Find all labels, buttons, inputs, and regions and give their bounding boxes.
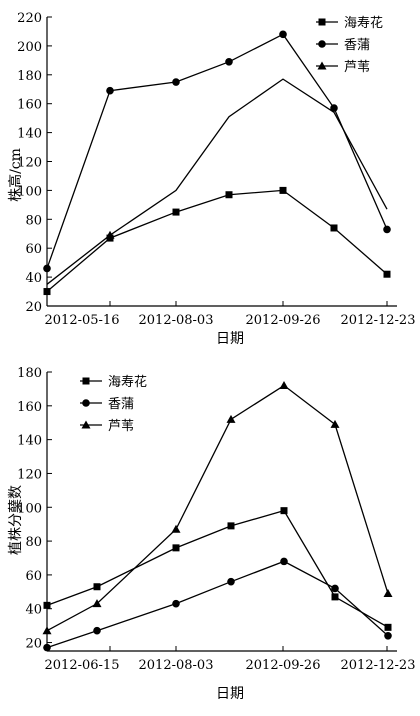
data-point (172, 208, 180, 216)
data-point (172, 78, 180, 86)
x-tick-label: 2012-08-03 (139, 658, 214, 673)
data-point (331, 584, 339, 593)
data-point (279, 381, 289, 390)
y-tick-label: 80 (25, 535, 42, 550)
data-point (279, 186, 287, 194)
data-point (330, 419, 340, 428)
data-point (384, 623, 392, 631)
data-point (227, 577, 235, 586)
x-tick-label: 2012-09-26 (246, 313, 321, 328)
data-point (43, 288, 51, 296)
x-tick-label: 2012-05-16 (45, 313, 120, 328)
y-tick-label: 20 (25, 637, 42, 652)
legend-marker (82, 377, 90, 385)
series-line-0 (46, 509, 389, 628)
legend-marker (318, 40, 326, 48)
y-tick-label: 140 (17, 434, 42, 449)
data-point (383, 589, 393, 598)
data-point (172, 544, 180, 552)
data-point (383, 270, 391, 278)
legend-label: 芦苇 (108, 419, 134, 434)
x-tick-label: 2012-06-15 (45, 658, 120, 673)
data-point (43, 601, 51, 609)
data-point (105, 230, 115, 239)
data-point (92, 599, 102, 608)
data-point (331, 593, 339, 601)
x-axis-title: 日期 (216, 331, 244, 347)
y-tick-label: 200 (17, 40, 42, 55)
data-point (227, 522, 235, 530)
y-tick-label: 80 (25, 213, 42, 228)
y-axis-title: 植株分蘖数 (8, 485, 24, 555)
data-point (42, 626, 52, 635)
series-line-0 (46, 189, 388, 293)
data-point (43, 264, 51, 273)
legend-marker (317, 61, 327, 70)
y-tick-label: 140 (17, 127, 42, 142)
y-tick-label: 20 (25, 300, 42, 315)
legend-label: 海寿花 (108, 374, 147, 390)
x-tick-label: 2012-09-26 (246, 658, 321, 673)
legend-marker (318, 18, 326, 26)
y-tick-label: 220 (17, 11, 42, 26)
x-tick-label: 2012-08-03 (139, 313, 214, 328)
x-axis-title: 日期 (216, 686, 244, 702)
data-point (225, 57, 233, 66)
data-point (226, 414, 236, 423)
y-tick-label: 60 (25, 569, 42, 584)
data-point (43, 643, 51, 652)
y-tick-label: 100 (17, 501, 42, 516)
plant-height-chart: 株高/cm 日期 20 40 60 80 100 120 140 160 180 200 220 20… (7, 11, 415, 347)
data-point (280, 507, 288, 515)
data-point (330, 224, 338, 232)
y-tick-label: 180 (17, 69, 42, 84)
data-point (383, 225, 391, 234)
legend-marker (81, 420, 91, 429)
y-tick-label: 180 (17, 366, 42, 381)
data-point (280, 557, 288, 566)
data-point (225, 191, 233, 199)
legend-label: 芦苇 (344, 60, 370, 75)
data-point (279, 30, 287, 39)
y-tick-label: 100 (17, 184, 42, 199)
data-point (384, 631, 392, 640)
y-tick-label: 60 (25, 242, 42, 257)
y-tick-label: 120 (17, 156, 42, 171)
legend-label: 海寿花 (344, 15, 383, 31)
legend-marker (82, 399, 90, 407)
data-point (171, 524, 181, 533)
data-point (93, 583, 101, 591)
y-tick-label: 40 (25, 271, 42, 286)
y-tick-label: 160 (17, 98, 42, 113)
tiller-count-chart: 植株分蘖数 日期 20 40 60 80 100 120 140 160 180 2012-06-… (8, 366, 415, 702)
data-point (93, 626, 101, 635)
y-axis-title: 株高/cm (7, 148, 24, 202)
data-point (106, 86, 114, 95)
legend-label: 香蒲 (344, 38, 370, 53)
x-tick-label: 2012-12-23 (341, 313, 416, 328)
data-point (330, 104, 338, 112)
series-line-1 (46, 33, 388, 269)
data-point (172, 599, 180, 608)
legend-label: 香蒲 (108, 397, 134, 412)
y-tick-label: 120 (17, 467, 42, 482)
x-tick-label: 2012-12-23 (341, 658, 416, 673)
y-tick-label: 40 (25, 603, 42, 618)
y-tick-label: 160 (17, 400, 42, 415)
